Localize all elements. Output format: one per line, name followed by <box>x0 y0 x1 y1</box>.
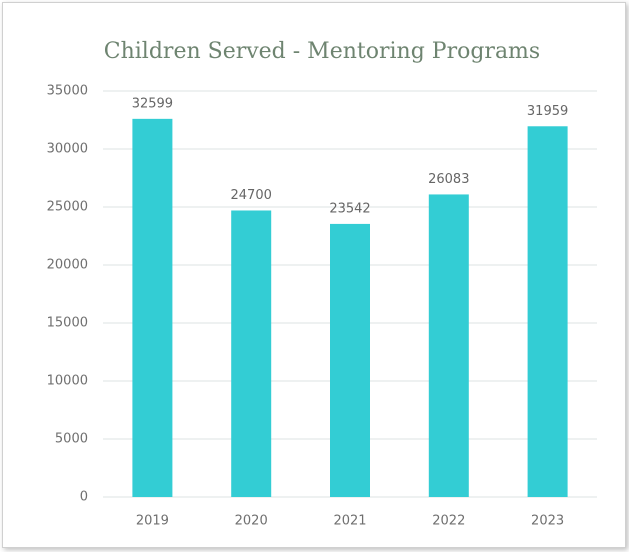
y-tick-label: 0 <box>80 490 88 505</box>
x-tick-label: 2022 <box>432 514 465 529</box>
x-tick-label: 2023 <box>531 514 564 529</box>
value-label: 31959 <box>527 104 568 119</box>
y-tick-label: 20000 <box>47 258 88 273</box>
y-tick-label: 10000 <box>47 374 88 389</box>
x-tick-label: 2021 <box>333 514 366 529</box>
value-label: 24700 <box>231 188 272 203</box>
chart-title: Children Served - Mentoring Programs <box>104 39 540 64</box>
y-tick-label: 25000 <box>47 200 88 215</box>
y-tick-label: 35000 <box>47 84 88 99</box>
y-tick-label: 30000 <box>47 142 88 157</box>
bar <box>132 118 173 498</box>
x-tick-label: 2019 <box>136 514 169 529</box>
y-tick-label: 5000 <box>55 432 88 447</box>
bar <box>527 126 568 497</box>
value-label: 23542 <box>329 201 370 216</box>
y-tick-label: 15000 <box>47 316 88 331</box>
bar <box>330 223 370 498</box>
x-tick-label: 2020 <box>235 514 268 529</box>
bar <box>428 194 469 497</box>
value-label: 26083 <box>428 172 469 187</box>
bar <box>231 210 272 498</box>
value-label: 32599 <box>132 96 173 111</box>
